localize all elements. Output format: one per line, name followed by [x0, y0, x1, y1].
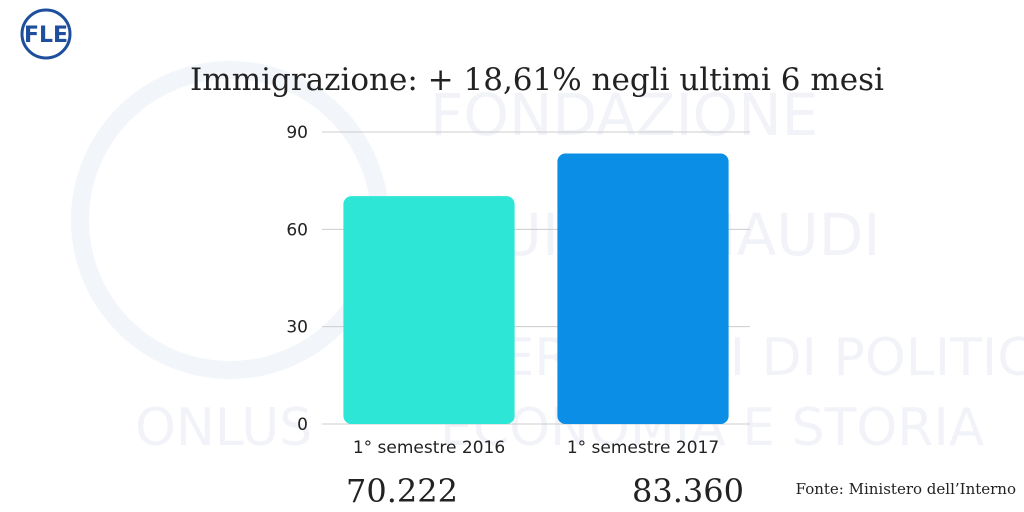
bar	[557, 153, 729, 425]
value-label-2016: 70.222	[346, 472, 458, 510]
bar	[343, 196, 515, 424]
logo-text: FLE	[24, 23, 68, 48]
x-tick-label: 1° semestre 2017	[567, 438, 719, 458]
fondazione-logo-icon: FLE	[20, 8, 72, 60]
chart-title: Immigrazione: + 18,61% negli ultimi 6 me…	[190, 62, 884, 98]
y-tick-label: 30	[286, 318, 308, 338]
y-tick-label: 0	[297, 415, 308, 435]
source-note: Fonte: Ministero dell’Interno	[795, 480, 1016, 498]
value-label-2017: 83.360	[632, 472, 744, 510]
y-tick-label: 60	[286, 220, 308, 240]
y-tick-label: 90	[286, 123, 308, 143]
x-tick-label: 1° semestre 2016	[353, 438, 505, 458]
